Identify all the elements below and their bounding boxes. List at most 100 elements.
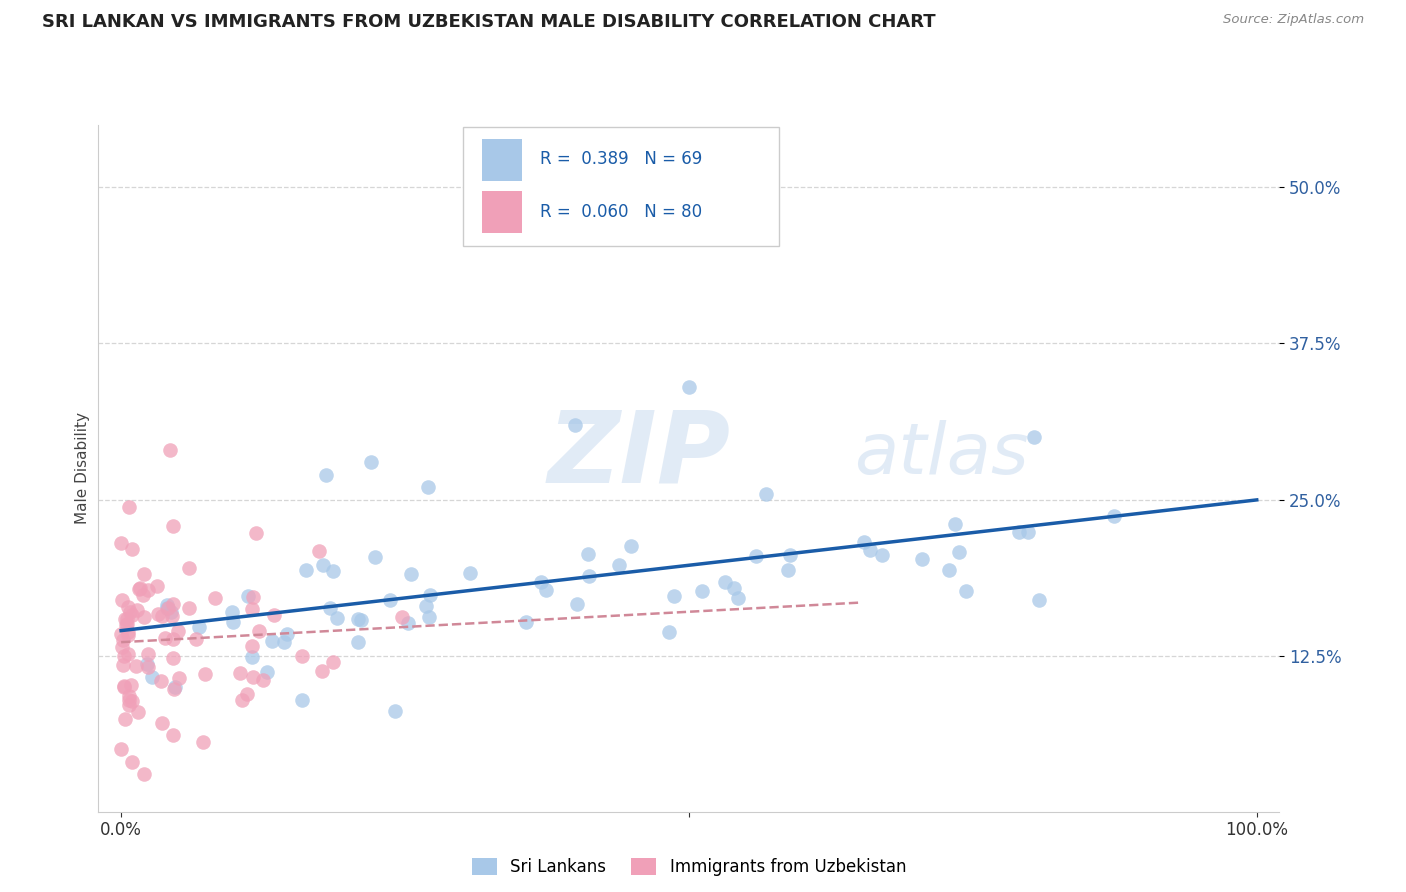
Point xyxy=(1008,524,1031,539)
Point xyxy=(311,665,333,679)
Point xyxy=(167,624,190,638)
Point xyxy=(162,728,184,742)
Point xyxy=(578,569,600,583)
Point xyxy=(938,563,960,577)
Point xyxy=(727,591,749,606)
Point xyxy=(115,612,138,626)
Point xyxy=(948,544,970,558)
Point xyxy=(138,660,160,674)
Point xyxy=(118,690,141,704)
Point xyxy=(576,547,599,561)
Point xyxy=(141,670,163,684)
Point xyxy=(112,658,135,673)
Point xyxy=(291,693,314,707)
Point xyxy=(322,564,344,578)
Point xyxy=(678,380,700,394)
Point xyxy=(229,666,252,681)
Point xyxy=(349,614,371,628)
Point xyxy=(416,480,439,494)
Point xyxy=(132,767,155,781)
Point xyxy=(110,627,132,641)
Point xyxy=(567,597,589,611)
Point xyxy=(1028,593,1050,607)
Point xyxy=(121,607,143,622)
Point xyxy=(240,639,263,653)
Point xyxy=(117,628,139,642)
Point xyxy=(263,607,285,622)
Point xyxy=(121,694,143,708)
Point xyxy=(418,610,440,624)
Point xyxy=(291,648,314,663)
Point xyxy=(1022,430,1045,444)
Point xyxy=(260,634,283,648)
Point xyxy=(110,536,132,550)
Point xyxy=(347,612,370,626)
Text: R =  0.060   N = 80: R = 0.060 N = 80 xyxy=(540,203,702,221)
Point xyxy=(415,599,437,613)
Point xyxy=(242,670,264,684)
Point xyxy=(326,610,349,624)
Point xyxy=(360,455,382,469)
FancyBboxPatch shape xyxy=(482,191,522,233)
Point xyxy=(238,589,260,603)
Point xyxy=(515,615,537,630)
Point xyxy=(117,600,139,615)
Point xyxy=(135,657,157,671)
Point xyxy=(236,687,259,701)
Point xyxy=(152,609,174,624)
Point xyxy=(755,486,778,500)
Point xyxy=(607,558,630,572)
Point xyxy=(156,601,179,615)
Point xyxy=(536,582,558,597)
Point xyxy=(662,589,685,603)
Legend: Sri Lankans, Immigrants from Uzbekistan: Sri Lankans, Immigrants from Uzbekistan xyxy=(465,851,912,882)
Point xyxy=(419,588,441,602)
Point xyxy=(245,526,267,541)
Point xyxy=(127,705,149,719)
Point xyxy=(252,673,274,687)
Point xyxy=(242,590,264,604)
Point xyxy=(1017,525,1039,540)
Point xyxy=(132,588,155,602)
Point xyxy=(256,665,278,679)
Point xyxy=(110,742,132,756)
Point xyxy=(162,609,184,624)
Point xyxy=(620,539,643,553)
Point xyxy=(384,705,406,719)
Point xyxy=(955,583,977,598)
Y-axis label: Male Disability: Male Disability xyxy=(75,412,90,524)
Point xyxy=(852,534,875,549)
Point xyxy=(167,671,190,685)
Point xyxy=(186,632,208,647)
Point xyxy=(247,624,270,638)
Point xyxy=(110,593,132,607)
Point xyxy=(458,566,481,580)
Point xyxy=(112,649,135,664)
Point xyxy=(564,417,586,432)
Point xyxy=(273,635,295,649)
Point xyxy=(165,680,187,694)
Point xyxy=(118,693,141,707)
Point xyxy=(159,606,181,620)
Point xyxy=(240,650,263,665)
Point xyxy=(723,581,745,595)
FancyBboxPatch shape xyxy=(482,139,522,181)
Point xyxy=(112,679,135,693)
Point xyxy=(162,632,184,646)
Point xyxy=(779,548,801,562)
Point xyxy=(690,584,713,599)
Point xyxy=(221,615,243,630)
Point xyxy=(322,655,344,669)
Text: SRI LANKAN VS IMMIGRANTS FROM UZBEKISTAN MALE DISABILITY CORRELATION CHART: SRI LANKAN VS IMMIGRANTS FROM UZBEKISTAN… xyxy=(42,13,936,31)
Point xyxy=(162,519,184,533)
Point xyxy=(378,593,401,607)
Point xyxy=(346,635,368,649)
Point xyxy=(136,582,159,597)
Point xyxy=(1102,509,1125,524)
Point xyxy=(399,566,422,581)
Point xyxy=(231,693,253,707)
Point xyxy=(136,648,159,662)
Point xyxy=(312,558,335,573)
Point xyxy=(117,647,139,661)
Point xyxy=(155,631,177,645)
